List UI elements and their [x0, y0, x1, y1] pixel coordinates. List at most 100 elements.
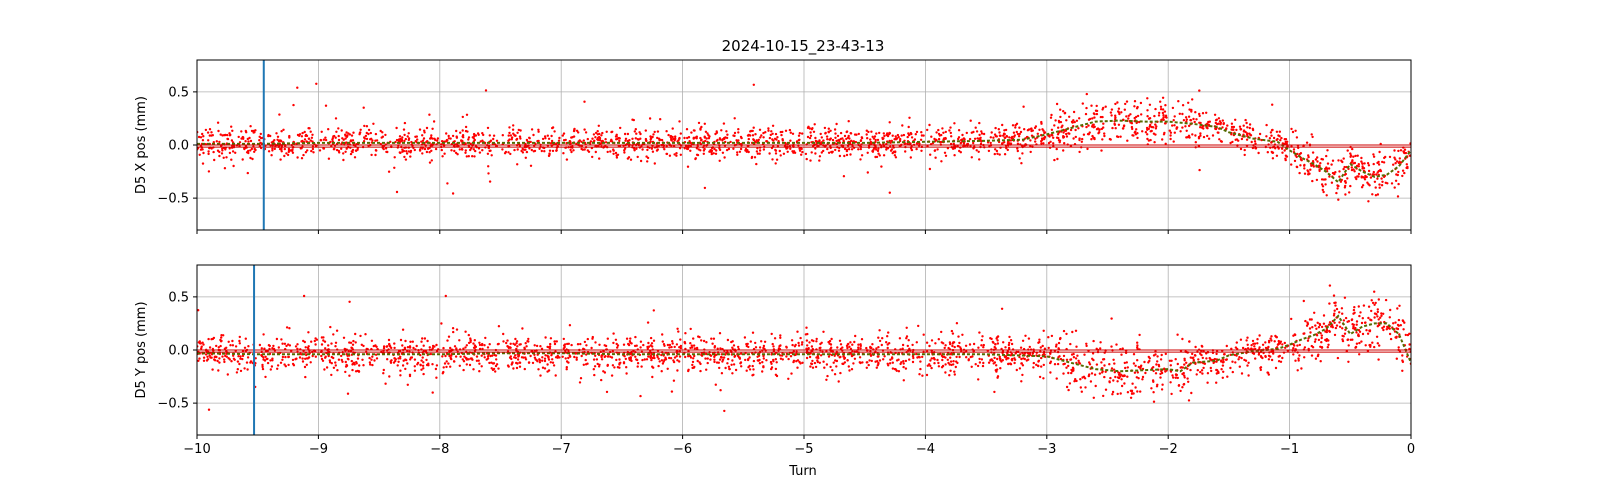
data-point [1373, 345, 1376, 349]
data-point [606, 364, 609, 367]
data-point [1258, 132, 1262, 136]
data-point [200, 347, 203, 350]
data-point [1038, 375, 1042, 379]
data-point [502, 332, 505, 336]
data-point [651, 356, 654, 360]
data-point [1032, 366, 1035, 369]
data-point [1377, 163, 1381, 166]
data-point [762, 366, 765, 369]
data-point [512, 367, 515, 370]
data-point [1239, 338, 1243, 341]
data-point [524, 358, 528, 361]
data-point [706, 132, 709, 135]
data-point [200, 345, 203, 348]
data-point [999, 134, 1002, 137]
data-point [249, 139, 253, 143]
data-point [433, 137, 436, 140]
data-point [425, 141, 428, 144]
data-point [948, 363, 951, 366]
data-point [736, 151, 739, 154]
data-point [564, 357, 567, 360]
data-point [998, 153, 1001, 156]
data-point [562, 344, 566, 347]
data-point [760, 134, 763, 137]
data-point [562, 337, 565, 341]
data-point [649, 336, 653, 340]
data-point [359, 128, 362, 131]
data-point [1130, 390, 1134, 393]
data-point [1138, 333, 1141, 337]
data-point [920, 134, 924, 137]
data-point [382, 368, 385, 372]
data-point [1237, 358, 1240, 361]
data-point [1311, 179, 1314, 183]
data-point [1261, 356, 1264, 360]
data-point [1122, 127, 1125, 130]
data-point [805, 157, 808, 161]
data-point [814, 152, 817, 155]
data-point [508, 346, 512, 349]
data-point [569, 355, 572, 358]
data-point [1308, 172, 1311, 175]
data-point [1099, 347, 1102, 350]
data-point [810, 339, 814, 342]
data-point [720, 129, 723, 132]
data-point [246, 171, 249, 175]
data-point [268, 347, 271, 351]
data-point [686, 136, 689, 140]
data-point [1333, 321, 1336, 324]
data-point [767, 127, 770, 130]
data-point [1091, 117, 1094, 120]
data-point [713, 360, 716, 364]
data-point [1270, 134, 1273, 137]
data-point [354, 341, 357, 344]
data-point [406, 362, 409, 365]
data-point [1133, 371, 1137, 374]
data-point [481, 132, 484, 135]
data-point [907, 339, 910, 342]
data-point [461, 358, 464, 361]
data-point [889, 358, 892, 361]
data-point [1145, 126, 1149, 130]
data-point [1087, 133, 1091, 136]
data-point [253, 150, 256, 153]
data-point [243, 346, 247, 349]
data-point [284, 355, 287, 359]
data-point [849, 132, 852, 135]
data-point [222, 334, 225, 337]
data-point [642, 343, 645, 347]
data-point [1049, 116, 1053, 119]
data-point [832, 361, 835, 364]
data-point [611, 130, 614, 133]
data-point [596, 362, 599, 366]
data-point [458, 339, 461, 342]
data-point [944, 371, 947, 374]
data-point [921, 355, 924, 359]
data-point [1246, 364, 1249, 367]
data-point [1021, 339, 1025, 342]
data-point [1250, 344, 1253, 347]
data-point [1015, 130, 1018, 134]
data-point [1035, 363, 1038, 366]
data-point [455, 347, 458, 350]
data-point [683, 147, 686, 150]
data-point [210, 338, 213, 341]
data-point [968, 137, 972, 141]
data-point [1139, 101, 1143, 105]
data-point [1103, 364, 1106, 367]
data-point [1065, 358, 1069, 361]
data-point [601, 139, 604, 143]
data-point [1404, 333, 1408, 337]
data-point [262, 333, 265, 336]
data-point [280, 338, 283, 341]
data-point [1284, 158, 1287, 162]
data-point [323, 340, 327, 343]
data-point [706, 357, 709, 360]
data-point [421, 139, 425, 142]
data-point [430, 134, 433, 137]
data-point [508, 131, 511, 135]
data-point [830, 151, 834, 154]
data-point [1325, 166, 1328, 169]
data-point [652, 339, 656, 342]
